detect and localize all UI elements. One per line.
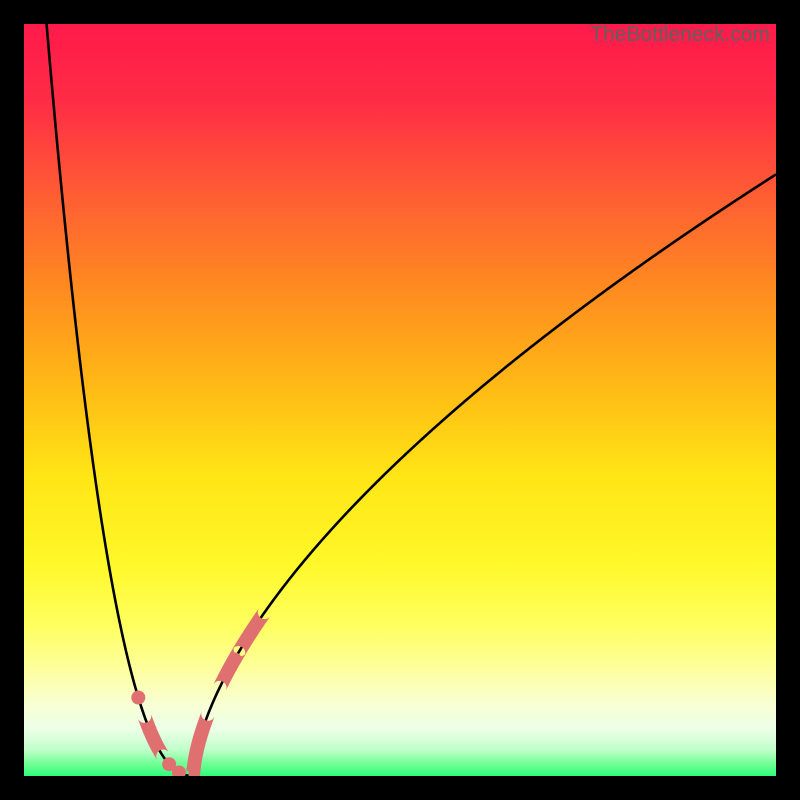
data-range-pill xyxy=(179,711,215,776)
data-range-pill xyxy=(213,645,246,690)
marker-group xyxy=(131,608,270,776)
chart-frame: TheBottleneck.com xyxy=(0,0,800,800)
data-point-dot xyxy=(243,626,257,640)
data-range-pill xyxy=(138,714,169,761)
bottleneck-curve xyxy=(47,24,776,776)
watermark-text: TheBottleneck.com xyxy=(590,24,770,47)
curve-layer xyxy=(24,24,776,776)
data-point-dot xyxy=(131,691,145,705)
data-point-dot xyxy=(228,652,242,666)
plot-area: TheBottleneck.com xyxy=(24,24,776,776)
data-point-dot xyxy=(143,723,157,737)
